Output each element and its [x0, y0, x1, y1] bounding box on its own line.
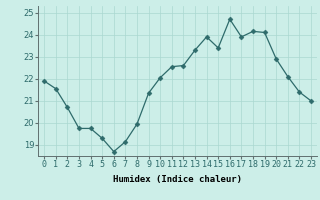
X-axis label: Humidex (Indice chaleur): Humidex (Indice chaleur) — [113, 175, 242, 184]
